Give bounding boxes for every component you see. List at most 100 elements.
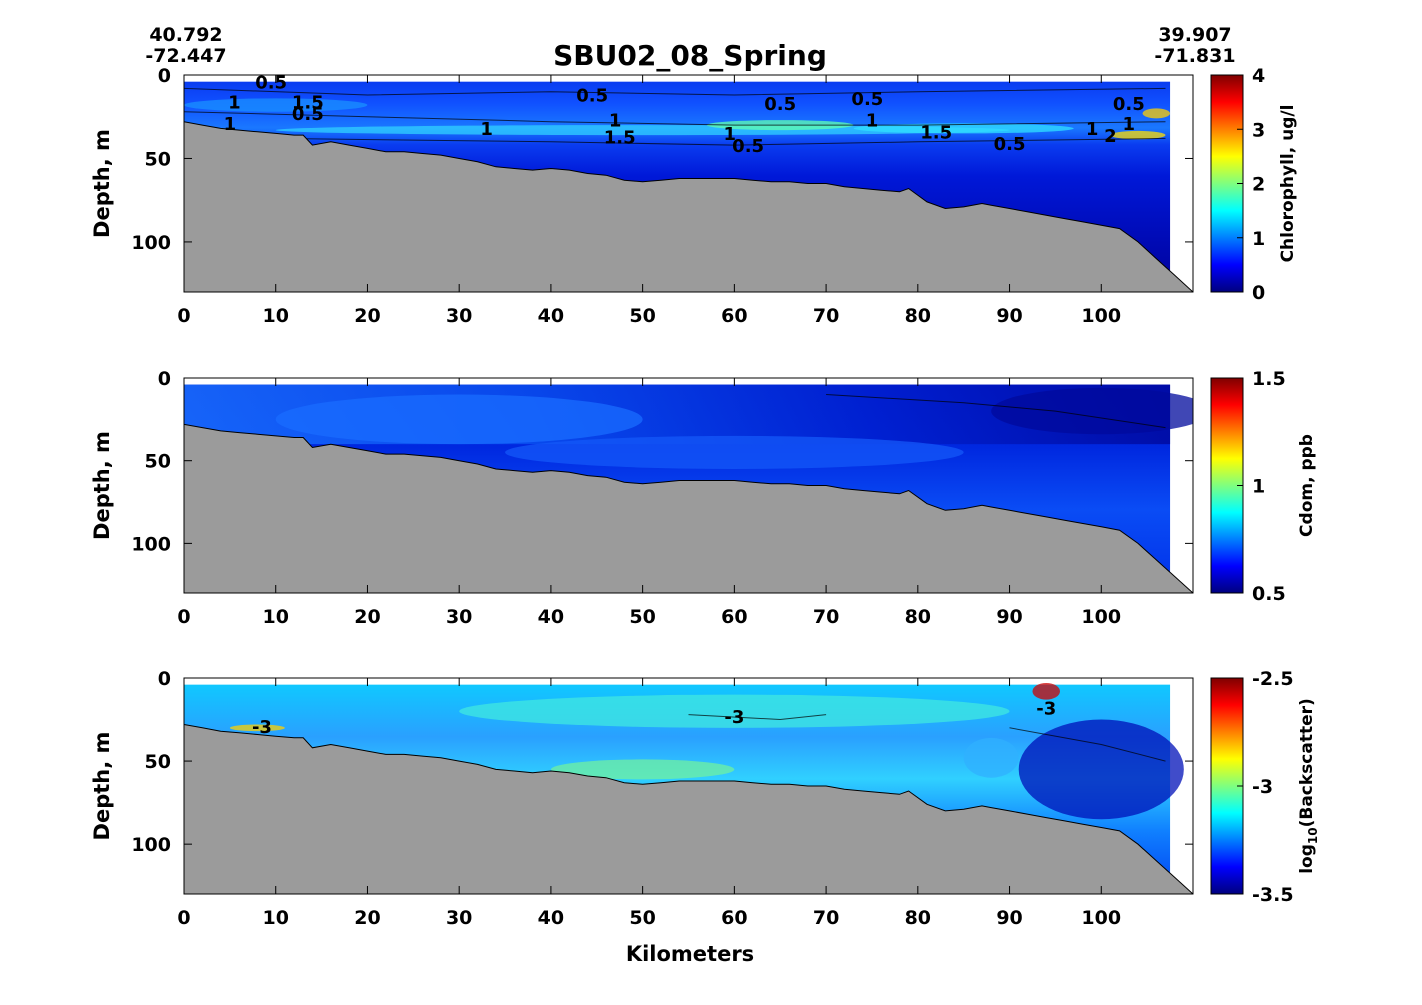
backscatter-contour-label-1: -3 <box>724 707 744 728</box>
backscatter-colorbar-tick-label-1: -3 <box>1252 776 1273 798</box>
backscatter-contour-label-0: -3 <box>252 717 272 738</box>
chlorophyll-contour-label-7: 1 <box>609 111 622 132</box>
cdom-xtick-label-8: 80 <box>905 606 931 628</box>
chlorophyll-contour-label-1: 1 <box>228 92 241 113</box>
panel-backscatter: -3 -3 -3 0 10 20 30 40 50 60 70 80 90 100 0 50 100 Depth,… <box>90 668 1320 929</box>
chlorophyll-xtick-label-1: 10 <box>263 305 289 327</box>
chlorophyll-xtick-label-8: 80 <box>905 305 931 327</box>
end-latitude: 39.907 <box>1158 24 1231 46</box>
start-longitude: -72.447 <box>145 45 226 67</box>
chlorophyll-feature-2 <box>853 123 1074 134</box>
chlorophyll-contour-label-16: 0.5 <box>1113 94 1145 115</box>
cdom-xtick-label-9: 90 <box>996 606 1022 628</box>
backscatter-xtick-label-7: 70 <box>813 907 839 929</box>
chlorophyll-contour-label-8: 1.5 <box>604 127 636 148</box>
chlorophyll-contour-label-15: 0.5 <box>994 134 1026 155</box>
chlorophyll-contour-label-2: 1 <box>224 114 237 135</box>
backscatter-feature-0 <box>459 694 1010 728</box>
cdom-xtick-label-2: 20 <box>354 606 380 628</box>
backscatter-xtick-label-4: 40 <box>538 907 564 929</box>
cdom-feature-0 <box>275 394 643 445</box>
backscatter-colorbar-tick-label-0: -3.5 <box>1252 884 1294 906</box>
chlorophyll-feature-5 <box>184 98 368 112</box>
chlorophyll-feature-3 <box>1110 130 1166 140</box>
backscatter-feature-5 <box>963 737 1019 778</box>
backscatter-contour-line-0 <box>1009 727 1166 762</box>
chlorophyll-contour-label-17: 1 <box>1086 119 1099 140</box>
chlorophyll-seafloor <box>184 121 1193 292</box>
cdom-ytick-label-2: 100 <box>131 533 171 555</box>
chlorophyll-colorbar-tick-label-0: 0 <box>1252 282 1265 304</box>
backscatter-xtick-label-2: 20 <box>354 907 380 929</box>
cdom-xtick-label-7: 70 <box>813 606 839 628</box>
backscatter-y-axis-label: Depth, m <box>90 732 114 841</box>
backscatter-xtick-label-5: 50 <box>629 907 655 929</box>
backscatter-feature-3 <box>1032 682 1060 700</box>
backscatter-xtick-label-9: 90 <box>996 907 1022 929</box>
backscatter-contour-line-1 <box>688 714 827 721</box>
backscatter-seafloor <box>184 724 1193 894</box>
backscatter-xtick-label-3: 30 <box>446 907 472 929</box>
chlorophyll-colorbar-label: Chlorophyll, ug/l <box>1278 105 1298 263</box>
cdom-axes-frame <box>183 377 1194 594</box>
backscatter-axes-frame <box>183 677 1194 895</box>
chlorophyll-ytick-label-1: 50 <box>145 148 171 170</box>
cdom-xtick-label-5: 50 <box>629 606 655 628</box>
backscatter-xtick-label-1: 10 <box>263 907 289 929</box>
backscatter-feature-2 <box>229 724 285 732</box>
backscatter-feature-4 <box>1018 719 1184 820</box>
chlorophyll-axes-frame <box>183 74 1194 293</box>
cdom-ytick-label-0: 0 <box>158 368 171 390</box>
cdom-seafloor <box>184 423 1193 593</box>
backscatter-xtick-label-0: 0 <box>177 907 190 929</box>
panel-cdom: 0 10 20 30 40 50 60 70 80 90 100 0 50 100 Depth, m 0.5 1… <box>90 368 1317 628</box>
cdom-xtick-label-1: 10 <box>263 606 289 628</box>
cdom-xtick-label-3: 30 <box>446 606 472 628</box>
chlorophyll-contour-label-14: 1.5 <box>920 122 952 143</box>
x-axis-label: Kilometers <box>626 942 754 966</box>
cdom-colorbar-tick-label-2: 1.5 <box>1252 368 1286 390</box>
chlorophyll-contour-label-3: 1.5 <box>292 92 324 113</box>
backscatter-feature-1 <box>550 759 735 780</box>
chlorophyll-xtick-label-7: 70 <box>813 305 839 327</box>
chlorophyll-xtick-label-2: 20 <box>354 305 380 327</box>
chlorophyll-contour-line-0 <box>184 87 1166 96</box>
chlorophyll-contour-line-2 <box>275 137 1166 146</box>
chlorophyll-y-axis-label: Depth, m <box>90 129 114 238</box>
chlorophyll-contour-label-5: 0.5 <box>576 86 608 107</box>
chlorophyll-contour-label-9: 1 <box>724 124 737 145</box>
cdom-contour-line-0 <box>826 394 1166 429</box>
cdom-xtick-label-10: 100 <box>1081 606 1121 628</box>
backscatter-ytick-label-0: 0 <box>158 668 171 690</box>
backscatter-colorbar-label: log10(Backscatter) <box>1297 698 1320 874</box>
cdom-xtick-label-6: 60 <box>721 606 747 628</box>
backscatter-xtick-label-10: 100 <box>1081 907 1121 929</box>
chlorophyll-xtick-label-9: 90 <box>996 305 1022 327</box>
backscatter-xtick-label-6: 60 <box>721 907 747 929</box>
chlorophyll-ytick-label-2: 100 <box>131 232 171 254</box>
chlorophyll-contour-label-0: 0.5 <box>255 72 287 93</box>
chlorophyll-colorbar-tick-label-4: 4 <box>1252 65 1265 87</box>
backscatter-xtick-label-8: 80 <box>905 907 931 929</box>
chlorophyll-xtick-label-0: 0 <box>177 305 190 327</box>
chlorophyll-xtick-label-10: 100 <box>1081 305 1121 327</box>
chlorophyll-contour-label-12: 0.5 <box>851 89 883 110</box>
cdom-ytick-label-1: 50 <box>145 451 171 473</box>
chlorophyll-colorbar-tick-label-3: 3 <box>1252 119 1265 141</box>
chlorophyll-xtick-label-3: 30 <box>446 305 472 327</box>
cdom-colorbar-label: Cdom, ppb <box>1297 434 1317 537</box>
chlorophyll-contour-line-1 <box>184 111 1166 126</box>
chlorophyll-contour-label-19: 1 <box>1123 114 1136 135</box>
cdom-y-axis-label: Depth, m <box>90 431 114 540</box>
start-latitude: 40.792 <box>149 24 222 46</box>
backscatter-colorbar-tick-label-2: -2.5 <box>1252 668 1294 690</box>
cdom-xtick-label-4: 40 <box>538 606 564 628</box>
cdom-feature-1 <box>505 435 964 469</box>
chlorophyll-xtick-label-6: 60 <box>721 305 747 327</box>
chlorophyll-contour-label-13: 1 <box>866 111 879 132</box>
chart-title: SBU02_08_Spring <box>553 39 827 72</box>
chlorophyll-xtick-label-4: 40 <box>538 305 564 327</box>
chlorophyll-ytick-label-0: 0 <box>158 65 171 87</box>
